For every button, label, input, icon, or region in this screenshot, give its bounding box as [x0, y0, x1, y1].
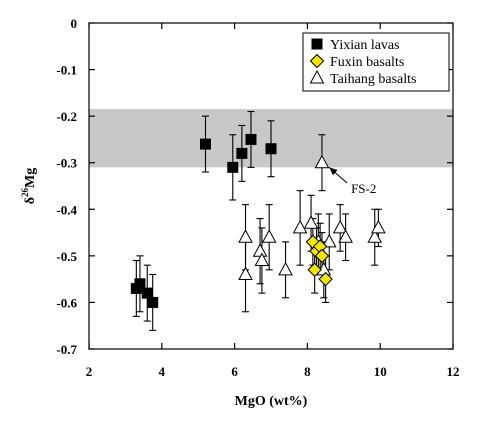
y-tick-label: -0.5	[56, 249, 77, 264]
triangle-data-point	[303, 215, 319, 229]
square-data-point	[227, 161, 239, 173]
square-data-point	[265, 143, 277, 155]
square-data-point	[245, 133, 257, 145]
legend-diamond-marker	[309, 53, 325, 69]
x-tick-label: 12	[447, 364, 460, 379]
annotation-arrowhead	[329, 167, 338, 176]
y-axis-title-delta: δ	[23, 197, 38, 204]
y-tick-label: -0.2	[56, 109, 77, 124]
diamond-data-point	[318, 271, 333, 287]
legend-label: Fuxin basalts	[330, 55, 404, 70]
triangle-data-point	[332, 219, 348, 234]
y-tick-label: -0.7	[56, 342, 77, 357]
x-tick-label: 6	[231, 364, 238, 379]
triangle-data-point	[321, 233, 337, 248]
plot-area-frame	[88, 22, 454, 350]
y-tick-label: -0.4	[56, 202, 77, 217]
square-data-point	[236, 147, 248, 159]
x-axis-title: MgO (wt%)	[235, 394, 308, 409]
y-tick-label: -0.1	[56, 63, 77, 78]
x-tick-label: 10	[374, 364, 387, 379]
triangle-data-point	[314, 154, 330, 169]
square-data-point	[147, 296, 159, 308]
x-tick-label: 4	[159, 364, 166, 379]
marker-layer	[130, 133, 386, 308]
legend-square-marker	[311, 38, 323, 50]
triangle-data-point	[238, 266, 253, 280]
diamond-data-point	[314, 248, 330, 264]
legend-label: Yixian lavas	[330, 38, 400, 53]
triangle-data-point	[238, 229, 253, 243]
annotation-layer: FS-2	[328, 166, 376, 196]
triangle-data-point	[371, 219, 386, 234]
square-data-point	[141, 287, 153, 299]
legend-items: Yixian lavas Fuxin basalts Taihang basalts	[309, 38, 417, 87]
legend-box	[302, 32, 450, 92]
x-tick-label: 8	[304, 364, 311, 379]
y-axis-title-superscript: 26	[20, 187, 30, 197]
y-tick-label: -0.6	[56, 295, 77, 310]
y-tick-label: 0	[71, 16, 78, 31]
annotation-label: FS-2	[351, 181, 376, 196]
square-data-point	[134, 278, 146, 290]
triangle-data-point	[261, 229, 277, 243]
y-axis-title: δ26Mg	[20, 168, 38, 205]
x-tick-label: 2	[86, 364, 93, 379]
triangle-data-point	[254, 252, 270, 267]
legend-triangle-marker	[309, 69, 325, 84]
legend-label: Taihang basalts	[330, 72, 417, 87]
y-axis-title-mg: Mg	[23, 168, 38, 188]
triangle-data-point	[367, 229, 383, 243]
triangle-data-point	[278, 261, 293, 276]
diamond-data-point	[307, 262, 322, 278]
square-data-point	[199, 138, 211, 150]
tick-layer: 2 4 6 8 10 12 0 -0.1 -0.2 -0.3 -0.4 -0.5 -0.6 -0.7	[56, 16, 459, 379]
y-tick-label: -0.3	[56, 156, 77, 171]
triangle-data-point	[292, 219, 308, 234]
triangle-data-point	[338, 229, 353, 243]
legend: Yixian lavas Fuxin basalts Taihang basalts	[302, 32, 450, 92]
